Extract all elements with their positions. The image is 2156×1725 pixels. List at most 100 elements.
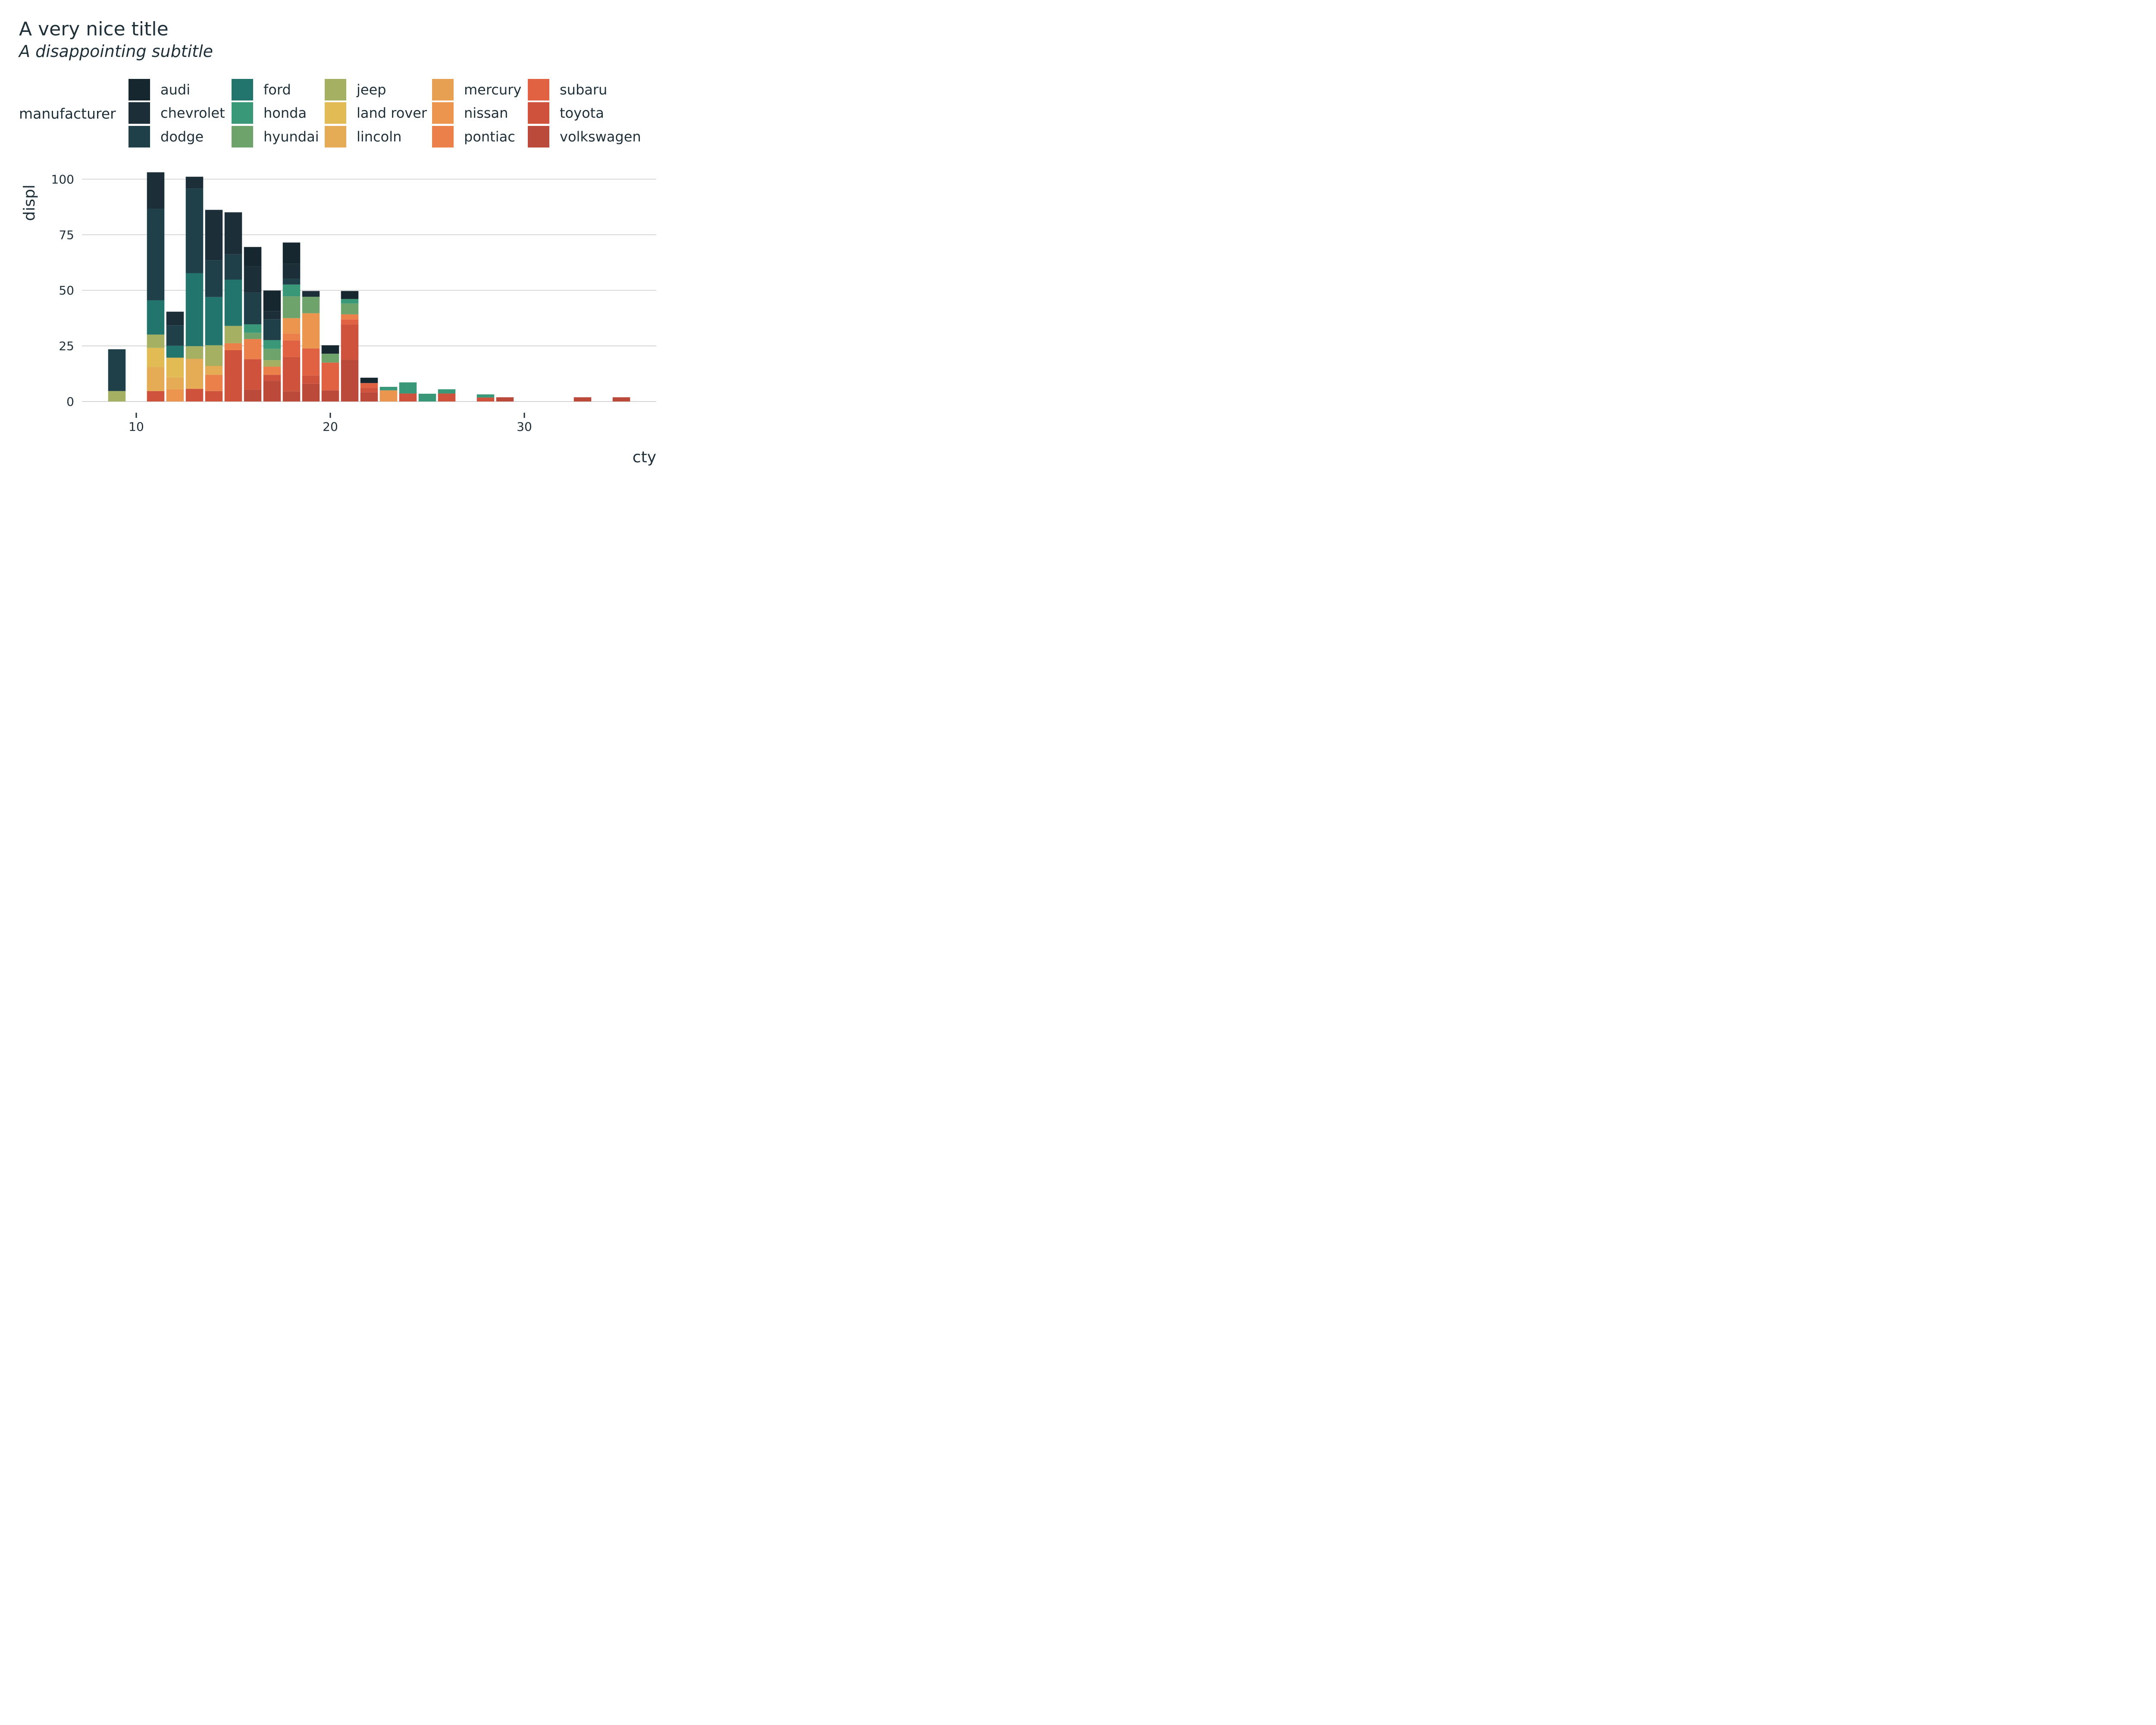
bar-audi bbox=[341, 291, 359, 299]
bar-ford bbox=[147, 300, 165, 335]
bar-volkswagen bbox=[573, 397, 592, 401]
bar-subaru bbox=[341, 319, 359, 325]
bar-nissan bbox=[379, 390, 398, 401]
bar-subaru bbox=[360, 383, 378, 388]
bar-chevrolet bbox=[205, 210, 223, 260]
bar-toyota bbox=[360, 388, 378, 392]
bar-dodge bbox=[147, 209, 165, 301]
bar-jeep bbox=[108, 391, 126, 401]
bar-hyundai bbox=[321, 354, 339, 363]
y-tick-label: 50 bbox=[59, 283, 74, 298]
legend-title: manufacturer bbox=[19, 105, 116, 122]
bar-lincoln bbox=[205, 366, 223, 375]
bar-lincoln bbox=[185, 359, 204, 389]
bar-toyota bbox=[476, 397, 495, 401]
x-tick-label: 10 bbox=[128, 420, 144, 434]
bar-jeep bbox=[185, 346, 204, 359]
bar-nissan bbox=[282, 318, 301, 334]
legend-label-lincoln: lincoln bbox=[357, 129, 401, 145]
legend-swatch-jeep bbox=[325, 79, 346, 100]
y-tick-label: 0 bbox=[66, 395, 74, 409]
bar-pontiac bbox=[263, 367, 281, 375]
bar-dodge bbox=[244, 292, 262, 325]
bar-audi bbox=[321, 345, 339, 354]
bar-toyota bbox=[205, 391, 223, 401]
legend-swatch-dodge bbox=[128, 126, 150, 147]
bar-chevrolet bbox=[166, 311, 184, 326]
bar-volkswagen bbox=[321, 390, 339, 401]
bar-chevrolet bbox=[263, 311, 281, 320]
bar-ford bbox=[185, 273, 204, 346]
legend-label-toyota: toyota bbox=[560, 105, 604, 121]
bar-honda bbox=[399, 382, 417, 394]
bar-jeep bbox=[147, 334, 165, 348]
bar-subaru bbox=[321, 362, 339, 391]
legend-label-audi: audi bbox=[160, 82, 190, 98]
bar-pontiac bbox=[282, 333, 301, 341]
bar-nissan bbox=[166, 389, 184, 401]
y-tick-label: 25 bbox=[59, 339, 74, 353]
legend-label-nissan: nissan bbox=[464, 105, 508, 121]
legend-label-mercury: mercury bbox=[464, 82, 521, 98]
legend-swatch-ford bbox=[232, 79, 253, 100]
legend-label-jeep: jeep bbox=[356, 82, 386, 98]
legend-swatch-land-rover bbox=[325, 102, 346, 124]
bar-toyota bbox=[224, 350, 242, 401]
bar-audi bbox=[360, 377, 378, 383]
bar-hyundai bbox=[302, 297, 320, 314]
legend-label-honda: honda bbox=[263, 105, 307, 121]
legend-label-chevrolet: chevrolet bbox=[160, 105, 225, 121]
bar-volkswagen bbox=[244, 389, 262, 401]
bar-toyota bbox=[399, 393, 417, 401]
legend-label-subaru: subaru bbox=[560, 82, 607, 98]
legend: manufacturer audi chevrolet dodge ford honda… bbox=[19, 79, 641, 147]
bar-honda bbox=[263, 340, 281, 349]
legend-swatch-honda bbox=[232, 102, 253, 124]
legend-label-volkswagen: volkswagen bbox=[560, 129, 641, 145]
bar-lincoln bbox=[166, 377, 184, 389]
bar-pontiac bbox=[244, 339, 262, 360]
legend-swatch-chevrolet bbox=[128, 102, 150, 124]
bar-chevrolet bbox=[147, 172, 165, 209]
x-tick-label: 20 bbox=[323, 420, 338, 434]
bar-toyota bbox=[302, 375, 320, 384]
bar-honda bbox=[438, 389, 456, 394]
bar-chevrolet bbox=[185, 176, 204, 189]
legend-label-dodge: dodge bbox=[160, 129, 204, 145]
bar-audi bbox=[282, 242, 301, 264]
bar-jeep bbox=[224, 326, 242, 343]
legend-label-pontiac: pontiac bbox=[464, 129, 515, 145]
bar-dodge bbox=[224, 254, 242, 280]
bar-dodge bbox=[263, 319, 281, 340]
bar-toyota bbox=[244, 359, 262, 390]
bar-audi bbox=[244, 247, 262, 267]
bar-dodge bbox=[185, 188, 204, 273]
bar-ford bbox=[166, 345, 184, 358]
bar-hyundai bbox=[263, 348, 281, 361]
y-tick-label: 100 bbox=[51, 172, 74, 186]
legend-swatch-volkswagen bbox=[528, 126, 549, 147]
bar-land-rover bbox=[166, 358, 184, 377]
legend-swatch-nissan bbox=[432, 102, 454, 124]
bar-chevrolet bbox=[302, 291, 320, 297]
bar-toyota bbox=[341, 324, 359, 360]
bar-land-rover bbox=[147, 348, 165, 367]
bar-ford bbox=[224, 279, 242, 326]
bar-subaru bbox=[282, 340, 301, 357]
bar-toyota bbox=[263, 375, 281, 381]
bar-pontiac bbox=[341, 314, 359, 320]
bar-chevrolet bbox=[224, 212, 242, 254]
bar-volkswagen bbox=[282, 391, 301, 401]
bar-audi bbox=[263, 290, 281, 311]
bar-honda bbox=[418, 393, 436, 401]
bar-dodge bbox=[108, 349, 126, 391]
legend-swatch-hyundai bbox=[232, 126, 253, 147]
bar-volkswagen bbox=[360, 392, 378, 401]
bar-toyota bbox=[185, 389, 204, 401]
bar-volkswagen bbox=[302, 383, 320, 401]
legend-swatch-subaru bbox=[528, 79, 549, 100]
legend-label-ford: ford bbox=[263, 82, 291, 98]
bar-volkswagen bbox=[263, 381, 281, 401]
y-axis-title: displ bbox=[21, 185, 38, 221]
bar-jeep bbox=[263, 360, 281, 367]
